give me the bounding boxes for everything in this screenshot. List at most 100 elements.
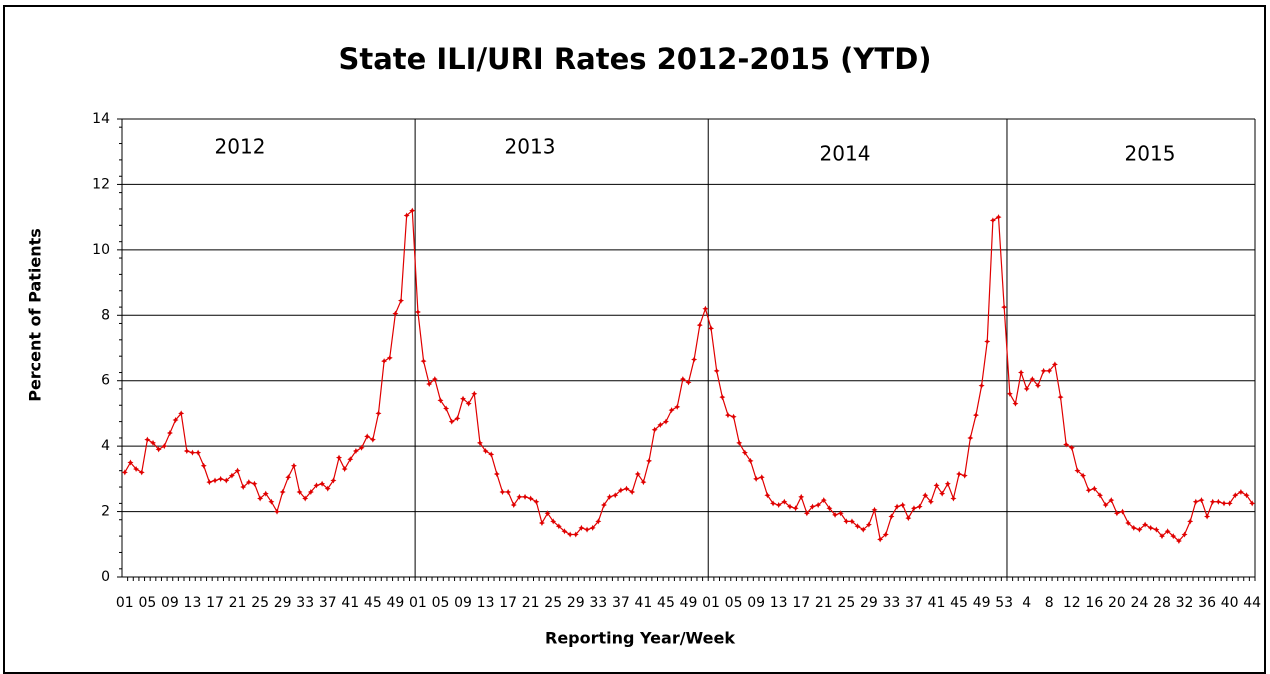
data-point [448, 418, 455, 425]
data-point [1215, 498, 1222, 505]
data-point [1204, 513, 1211, 520]
data-point [538, 520, 545, 527]
data-point [319, 480, 326, 487]
x-tick-label: 21 [522, 595, 540, 611]
data-point [837, 510, 844, 517]
data-point [972, 412, 979, 419]
x-tick-label: 09 [747, 595, 765, 611]
data-point [386, 354, 393, 361]
data-point [1074, 467, 1081, 474]
data-point [358, 444, 365, 451]
data-point [950, 495, 957, 502]
data-point [544, 510, 551, 517]
data-point [764, 492, 771, 499]
x-tick-label: 01 [702, 595, 720, 611]
data-point [843, 518, 850, 525]
x-tick-label: 09 [161, 595, 179, 611]
x-tick-label: 21 [815, 595, 833, 611]
data-point [240, 484, 247, 491]
data-point [1029, 376, 1036, 383]
data-point [724, 412, 731, 419]
data-point [403, 212, 410, 219]
y-tick-label: 8 [101, 307, 110, 323]
data-point [245, 479, 252, 486]
data-point [702, 305, 709, 312]
y-tick-label: 4 [101, 438, 110, 454]
data-point [786, 503, 793, 510]
data-point [1125, 520, 1132, 527]
y-tick-label: 12 [92, 176, 110, 192]
data-point [1142, 521, 1149, 528]
data-point [313, 482, 320, 489]
data-point [426, 380, 433, 387]
data-point [589, 524, 596, 531]
data-point [522, 493, 529, 500]
data-point [708, 325, 715, 332]
x-tick-label: 17 [792, 595, 810, 611]
data-point [443, 405, 450, 412]
x-tick-label: 29 [567, 595, 585, 611]
data-point [978, 382, 985, 389]
data-point [1147, 524, 1154, 531]
x-tick-label: 37 [905, 595, 923, 611]
data-point [617, 487, 624, 494]
x-tick-label: 25 [837, 595, 855, 611]
x-tick-label: 53 [995, 595, 1013, 611]
y-tick-label: 2 [101, 504, 110, 520]
x-tick-label: 33 [296, 595, 314, 611]
data-point [262, 490, 269, 497]
data-point [646, 457, 653, 464]
data-point [1181, 531, 1188, 538]
data-point [420, 358, 427, 365]
data-point [612, 492, 619, 499]
data-point [505, 488, 512, 495]
data-point [533, 498, 540, 505]
data-point [989, 217, 996, 224]
data-point [347, 456, 354, 463]
x-tick-label: 36 [1198, 595, 1216, 611]
x-tick-label: 33 [589, 595, 607, 611]
data-point [956, 470, 963, 477]
data-point [409, 207, 416, 214]
data-point [161, 443, 168, 450]
x-tick-label: 49 [386, 595, 404, 611]
data-point [144, 436, 151, 443]
data-point [809, 503, 816, 510]
data-point [437, 397, 444, 404]
data-point [398, 297, 405, 304]
data-point [268, 498, 275, 505]
data-point [679, 376, 686, 383]
data-point [1012, 400, 1019, 407]
data-point [1119, 508, 1126, 515]
data-point [584, 526, 591, 533]
x-tick-label: 01 [116, 595, 134, 611]
data-point [251, 480, 258, 487]
data-point [860, 526, 867, 533]
data-point [364, 433, 371, 440]
data-point [223, 477, 230, 484]
data-point [871, 506, 878, 513]
data-point [826, 505, 833, 512]
x-tick-label: 45 [950, 595, 968, 611]
data-point [1209, 498, 1216, 505]
data-point [307, 488, 314, 495]
data-point [381, 358, 388, 365]
data-point [595, 518, 602, 525]
data-point [877, 536, 884, 543]
data-point [200, 462, 207, 469]
data-point [279, 488, 286, 495]
data-point [1085, 487, 1092, 494]
data-point [212, 477, 219, 484]
data-point [927, 498, 934, 505]
x-tick-label: 13 [477, 595, 495, 611]
data-point [775, 502, 782, 509]
data-point [195, 449, 202, 456]
data-point [1018, 369, 1025, 376]
data-point [668, 407, 675, 414]
data-point [691, 356, 698, 363]
data-point [189, 449, 196, 456]
data-point [967, 434, 974, 441]
data-point [1046, 367, 1053, 374]
data-point [1164, 528, 1171, 535]
data-point [1237, 488, 1244, 495]
